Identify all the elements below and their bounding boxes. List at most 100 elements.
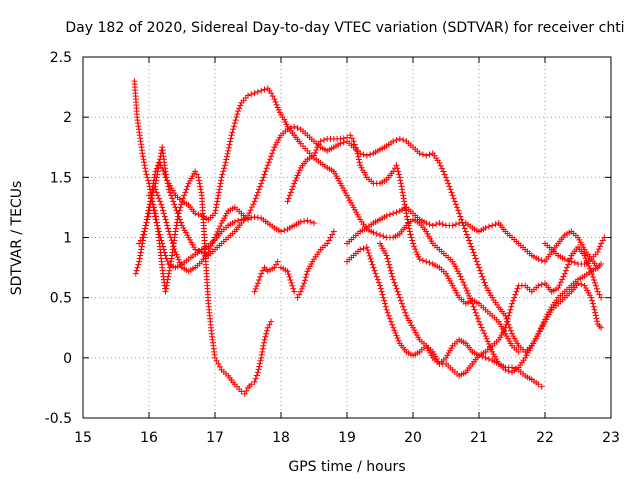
data-point	[535, 381, 542, 388]
data-point	[235, 217, 242, 224]
data-point	[371, 267, 378, 274]
data-point	[164, 276, 171, 283]
data-point	[184, 183, 191, 190]
data-point	[293, 175, 300, 182]
data-point	[164, 180, 171, 187]
y-tick-label: 2.5	[50, 50, 72, 66]
data-point	[462, 228, 469, 235]
data-point	[166, 264, 173, 271]
data-point	[368, 258, 375, 265]
data-point	[260, 339, 267, 346]
data-point	[473, 312, 480, 319]
data-point	[291, 123, 298, 130]
data-point	[385, 312, 392, 319]
data-point	[233, 114, 240, 121]
data-point	[383, 212, 390, 219]
data-point	[458, 276, 465, 283]
data-point	[443, 174, 449, 181]
data-point	[391, 279, 398, 286]
data-point	[403, 213, 410, 220]
data-point	[452, 221, 459, 228]
data-point	[454, 204, 460, 211]
data-point	[591, 306, 598, 313]
data-point	[252, 285, 259, 292]
data-point	[429, 222, 436, 229]
data-point	[180, 195, 187, 202]
data-point	[144, 213, 151, 220]
data-point	[405, 222, 412, 229]
data-point	[144, 210, 151, 217]
data-point	[285, 195, 292, 202]
data-point	[168, 258, 174, 265]
data-point	[266, 321, 273, 328]
x-tick-label: 19	[338, 430, 356, 446]
data-point	[193, 171, 200, 178]
data-point	[218, 174, 225, 181]
data-point	[380, 294, 387, 301]
data-point	[264, 162, 271, 169]
data-point	[394, 165, 401, 172]
data-point	[535, 282, 542, 289]
data-point	[393, 285, 400, 292]
data-point	[589, 300, 596, 307]
data-point	[313, 147, 320, 154]
data-point	[473, 258, 480, 265]
data-point	[176, 259, 183, 266]
data-point	[465, 290, 471, 297]
data-point	[301, 277, 308, 284]
data-point	[400, 195, 407, 202]
chart-title: Day 182 of 2020, Sidereal Day-to-day VTE…	[65, 20, 624, 36]
data-point	[506, 309, 513, 316]
data-point	[588, 268, 595, 275]
data-point	[388, 270, 395, 277]
data-point	[229, 129, 236, 136]
data-point	[263, 165, 270, 172]
data-point	[278, 228, 284, 235]
data-point	[329, 231, 336, 238]
data-point	[350, 138, 357, 145]
data-point	[399, 186, 405, 193]
data-point	[155, 195, 162, 202]
data-point	[215, 360, 222, 367]
data-point	[212, 210, 218, 217]
data-point	[152, 180, 159, 187]
data-point	[159, 204, 166, 211]
data-point	[192, 168, 199, 175]
data-point	[268, 153, 275, 160]
data-point	[317, 138, 324, 145]
data-point	[287, 124, 294, 131]
data-point	[149, 192, 156, 199]
data-point	[243, 387, 250, 394]
data-point	[587, 265, 594, 272]
data-point	[595, 246, 602, 253]
data-point	[235, 108, 242, 115]
data-point	[223, 156, 230, 163]
data-point	[445, 180, 452, 187]
data-point	[590, 274, 597, 281]
data-point	[270, 147, 277, 154]
data-point	[195, 247, 202, 254]
data-point	[248, 214, 255, 221]
axis-ticks: 15 16 17 18 19 20 21 22 23 -0.5 0 0.5 1 1.5 2 2.5	[45, 50, 620, 446]
data-point	[356, 159, 363, 166]
data-point	[330, 228, 337, 235]
data-point	[286, 274, 293, 281]
data-point	[407, 231, 414, 238]
data-point	[268, 90, 275, 97]
data-point	[383, 252, 390, 259]
data-point	[164, 225, 171, 232]
data-point	[298, 285, 305, 292]
data-point	[455, 207, 462, 214]
data-point	[502, 366, 509, 373]
data-point	[396, 174, 403, 181]
data-point	[296, 291, 303, 298]
data-point	[377, 232, 383, 239]
data-point	[136, 255, 143, 262]
data-point	[396, 135, 403, 142]
data-point	[257, 273, 264, 280]
data-point	[474, 261, 481, 268]
data-point	[214, 195, 221, 202]
data-point	[437, 162, 444, 169]
data-point	[274, 258, 281, 265]
data-point	[456, 210, 463, 217]
